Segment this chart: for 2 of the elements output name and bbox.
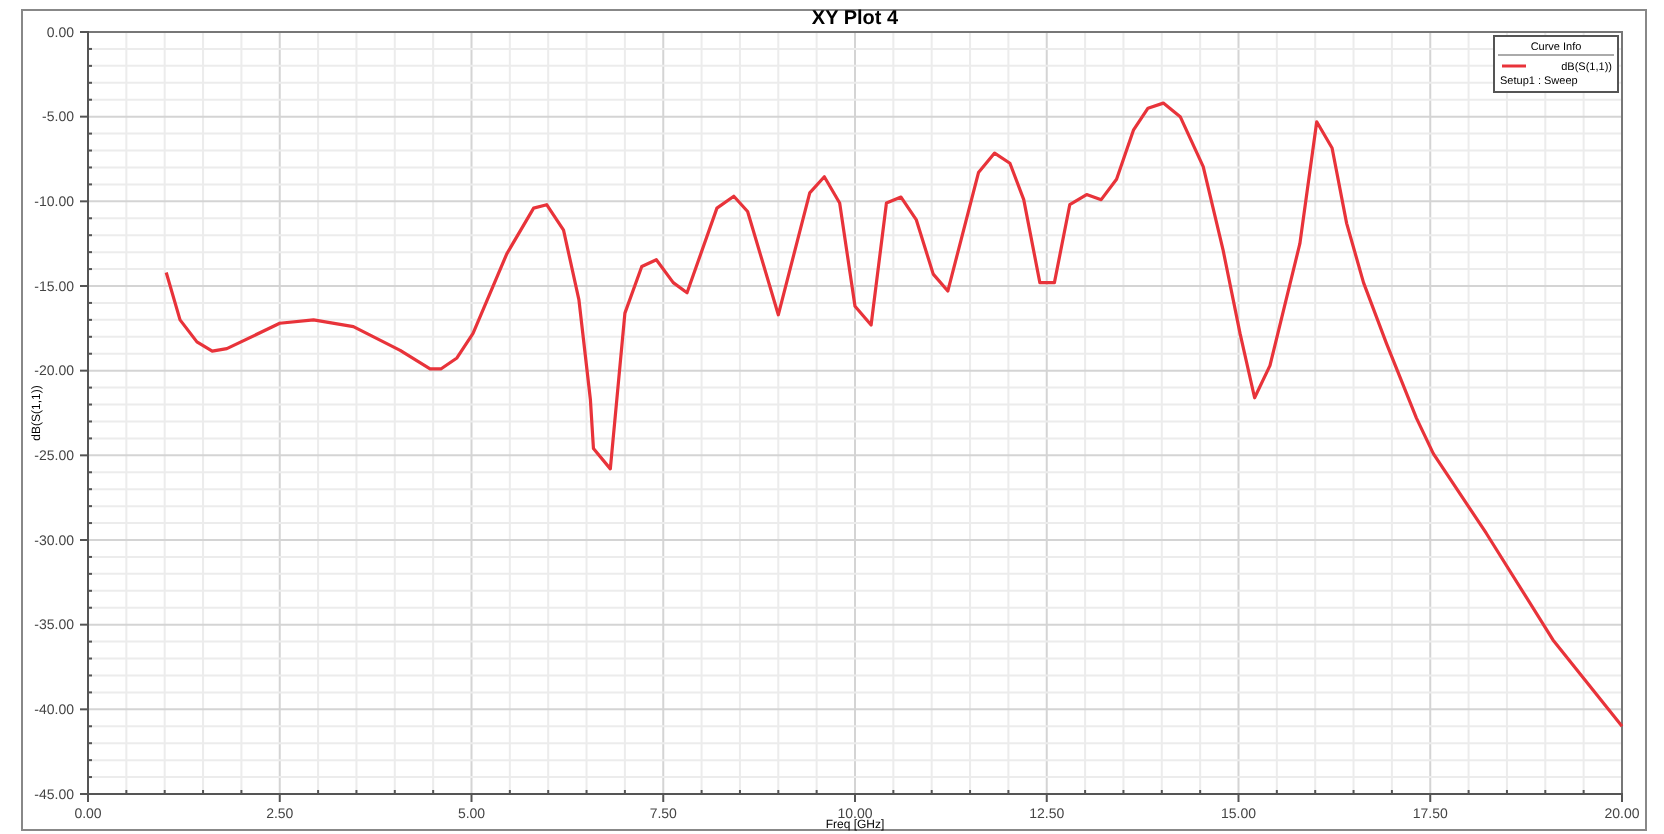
line-series xyxy=(164,101,1624,728)
chart-title: XY Plot 4 xyxy=(811,8,900,30)
